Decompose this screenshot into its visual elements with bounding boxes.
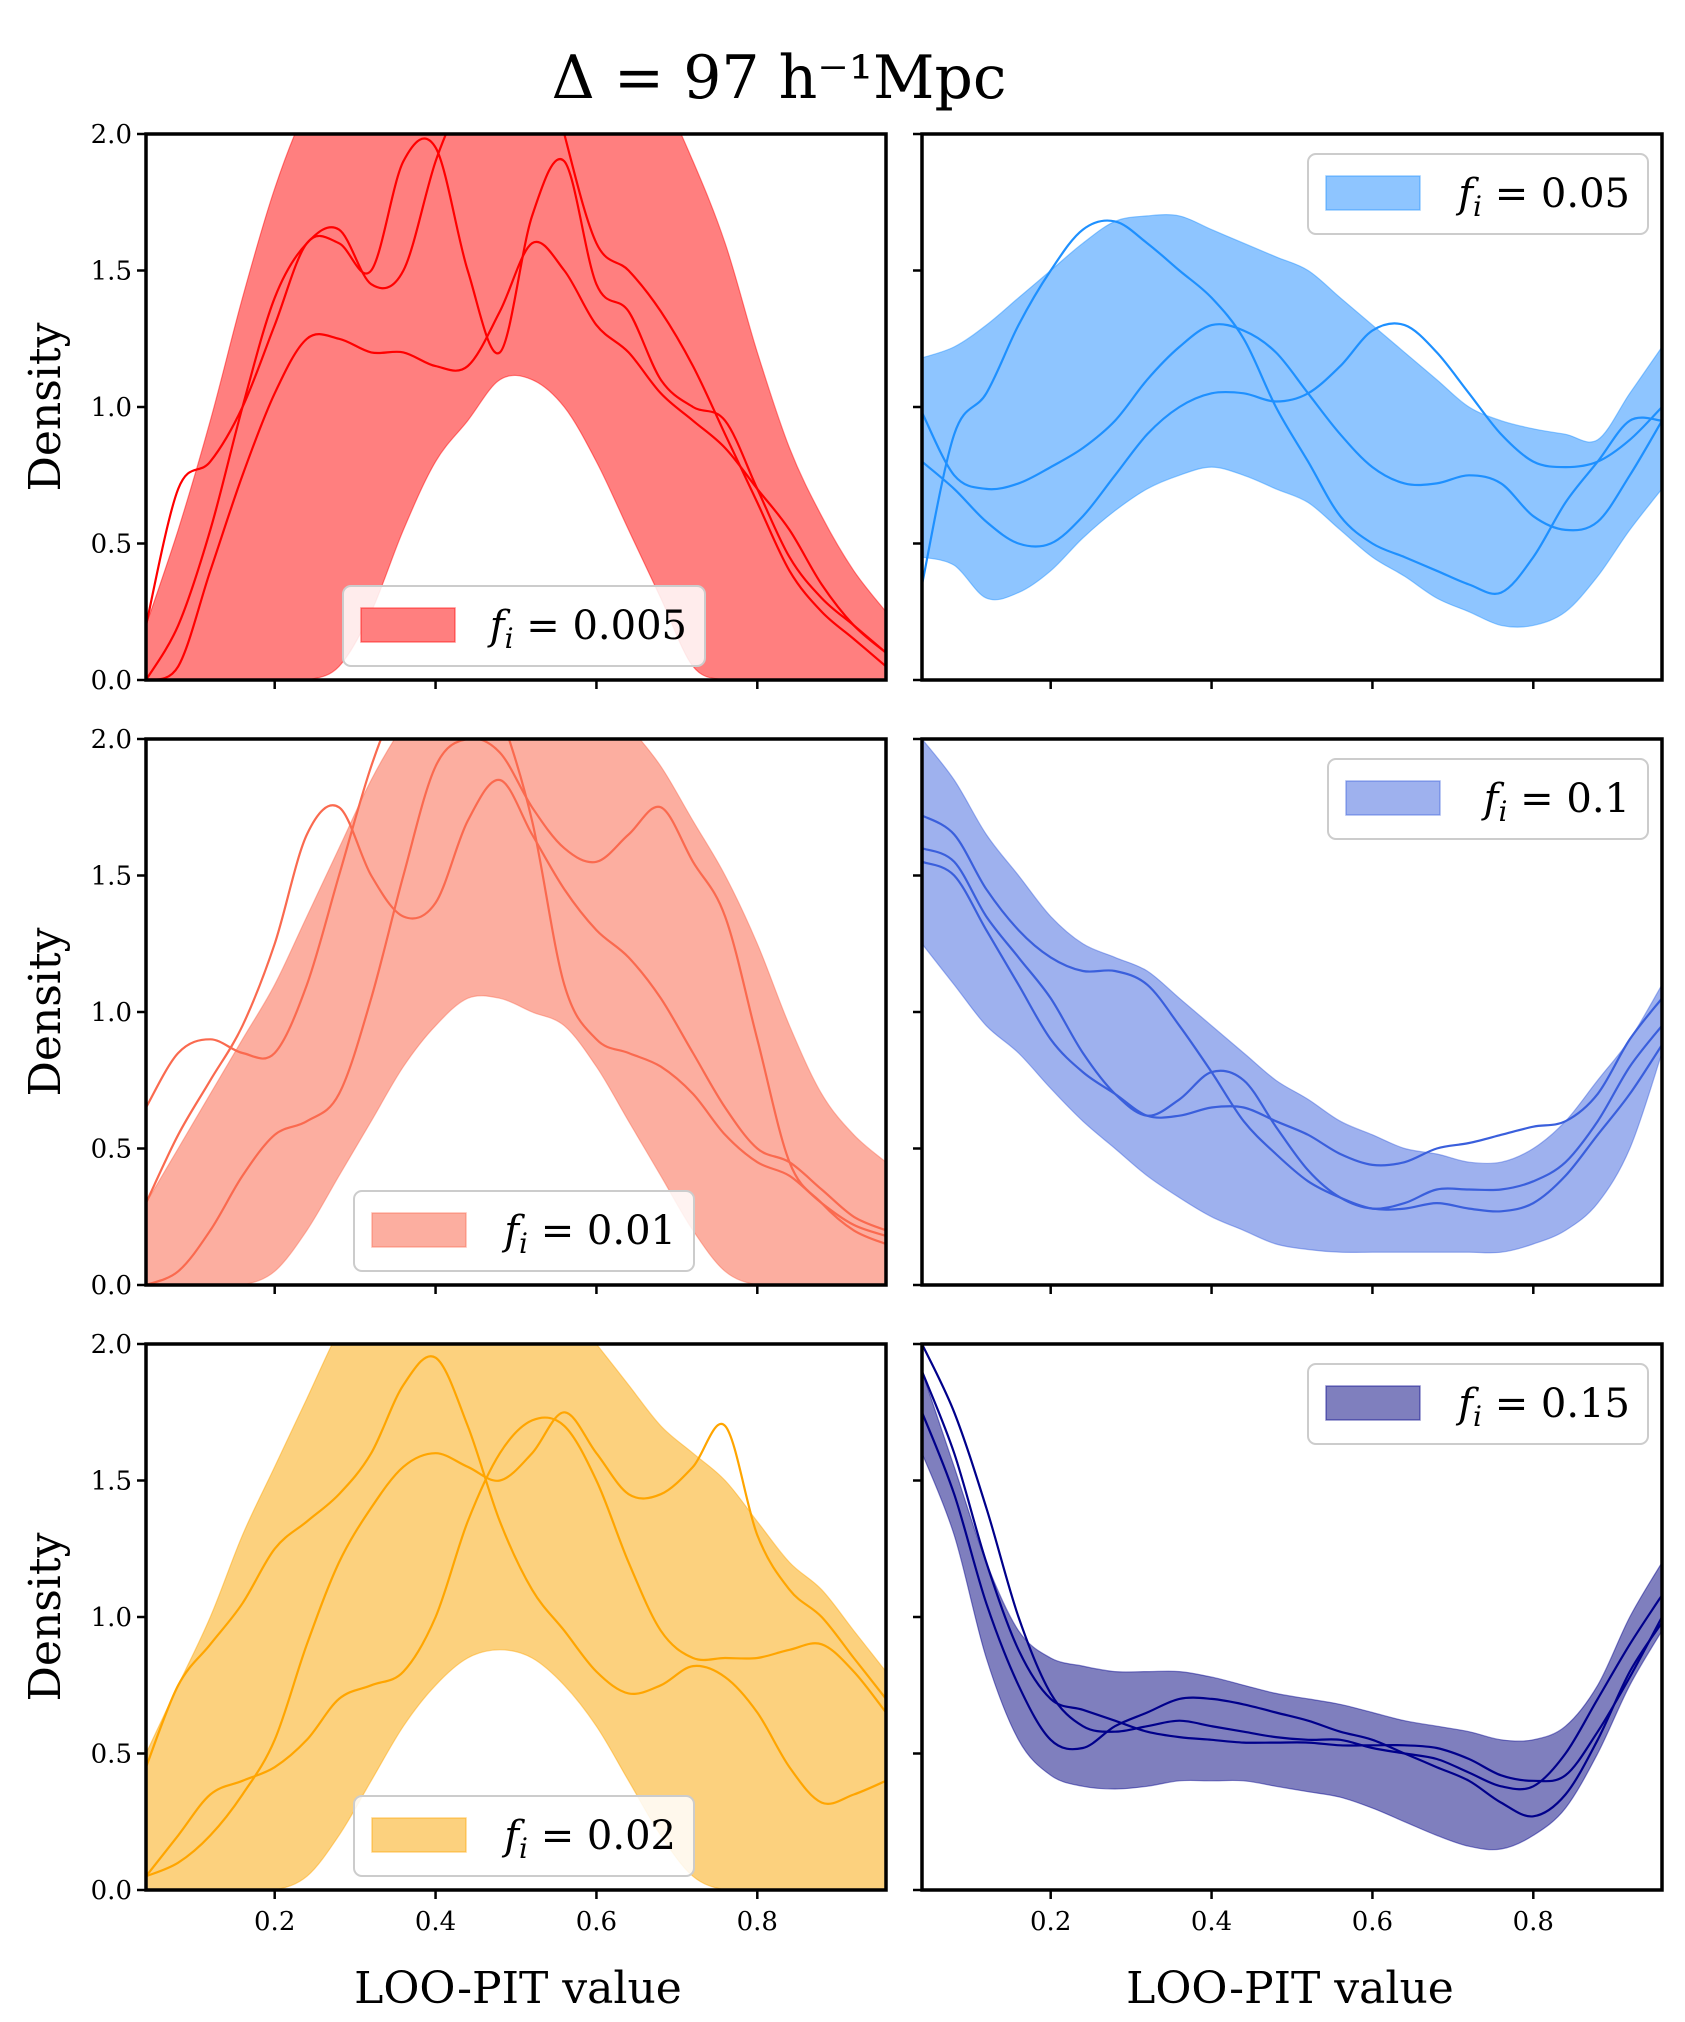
series-line-sample-3 <box>922 860 1662 1167</box>
series-line-sample-1 <box>922 219 1662 595</box>
x-tick-label: 0.4 <box>1191 1907 1232 1937</box>
legend-swatch <box>371 1817 467 1853</box>
series-line-sample-1 <box>922 1344 1662 1791</box>
legend-box <box>342 585 706 667</box>
y-tick-label: 0.5 <box>91 530 132 560</box>
legend-label: fi = 0.1 <box>1481 776 1630 828</box>
y-tick-label: 2.0 <box>91 725 132 755</box>
y-axis-label: Density <box>20 927 71 1096</box>
legend: fi = 0.15 <box>1307 1363 1649 1445</box>
y-tick-label: 1.5 <box>91 1467 132 1497</box>
panel-fi-0.02: 0.0 0.5 1.0 1.5 2.0 0.2 0.4 0.6 0.8 Density fi = 0… <box>20 1330 888 1937</box>
credible-band <box>146 134 886 680</box>
y-tick-label: 2.0 <box>91 120 132 150</box>
legend-swatch <box>371 1212 467 1248</box>
x-tick-label: 0.2 <box>1030 1907 1071 1937</box>
legend-box <box>1307 153 1649 235</box>
panels-grid: 0.0 0.5 1.0 1.5 2.0 Density fi = 0.005 fi = 0.0… <box>20 120 1664 1937</box>
legend-box <box>1307 1363 1649 1445</box>
plot-area <box>146 739 886 1285</box>
y-tick-label: 1.0 <box>91 393 132 423</box>
series-line-sample-1 <box>922 847 1662 1210</box>
x-tick-label: 0.4 <box>415 1907 456 1937</box>
y-tick-label: 0.5 <box>91 1135 132 1165</box>
series-line-sample-2 <box>146 778 886 1232</box>
legend-label: fi = 0.01 <box>501 1208 676 1260</box>
legend: fi = 0.05 <box>1307 153 1649 235</box>
panel-fi-0.005: 0.0 0.5 1.0 1.5 2.0 Density fi = 0.005 <box>20 120 888 696</box>
x-tick-label: 0.6 <box>1352 1907 1393 1937</box>
y-tick-label: 0.0 <box>91 1271 132 1301</box>
series-line-sample-1 <box>146 739 886 1237</box>
series-line-sample-2 <box>922 1411 1662 1818</box>
legend-box <box>353 1190 695 1272</box>
y-tick-label: 1.5 <box>91 862 132 892</box>
x-axis-label-left: LOO-PIT value <box>354 1963 682 2014</box>
legend: fi = 0.02 <box>353 1795 695 1877</box>
legend-box <box>353 1795 695 1877</box>
series-line-sample-2 <box>922 814 1662 1213</box>
x-tick-label: 0.8 <box>1513 1907 1554 1937</box>
series-line-sample-3 <box>146 1416 886 1877</box>
figure-title: Δ = 97 h⁻¹Mpc <box>552 43 1007 113</box>
legend-swatch <box>1325 175 1421 211</box>
panel-fi-0.15: 0.2 0.4 0.6 0.8 fi = 0.15 <box>913 1342 1664 1937</box>
legend-swatch <box>360 607 456 643</box>
legend-label: fi = 0.05 <box>1455 171 1630 223</box>
legend-label: fi = 0.02 <box>501 1813 676 1865</box>
y-tick-label: 1.0 <box>91 1603 132 1633</box>
series-line-sample-2 <box>146 1411 886 1878</box>
panel-fi-0.01: 0.0 0.5 1.0 1.5 2.0 Density fi = 0.01 <box>20 725 888 1301</box>
plot-area <box>146 1344 886 1890</box>
y-tick-label: 0.5 <box>91 1740 132 1770</box>
series-line-sample-3 <box>922 1370 1662 1783</box>
y-tick-label: 0.0 <box>91 1876 132 1906</box>
y-tick-label: 1.0 <box>91 998 132 1028</box>
y-tick-label: 0.0 <box>91 666 132 696</box>
y-axis-label: Density <box>20 1532 71 1701</box>
legend-box <box>1327 758 1649 840</box>
y-tick-label: 1.5 <box>91 257 132 287</box>
series-line-sample-2 <box>922 323 1662 532</box>
panel-fi-0.05: fi = 0.05 <box>913 132 1664 689</box>
legend-label: fi = 0.15 <box>1455 1381 1630 1433</box>
series-line-sample-2 <box>146 134 886 680</box>
legend-swatch <box>1325 1385 1421 1421</box>
plot-area <box>146 134 886 680</box>
credible-band <box>922 214 1662 628</box>
series-line-sample-1 <box>146 137 886 654</box>
x-tick-label: 0.6 <box>576 1907 617 1937</box>
legend: fi = 0.1 <box>1327 758 1649 840</box>
legend-swatch <box>1345 780 1441 816</box>
legend-label: fi = 0.005 <box>487 603 687 655</box>
x-tick-label: 0.2 <box>254 1907 295 1937</box>
series-line-sample-3 <box>922 322 1662 548</box>
series-line-sample-3 <box>146 739 886 1285</box>
series-line-sample-3 <box>146 240 886 680</box>
x-tick-label: 0.8 <box>737 1907 778 1937</box>
x-axis-label-right: LOO-PIT value <box>1126 1963 1454 2014</box>
panel-fi-0.1: fi = 0.1 <box>913 737 1664 1294</box>
plot-area <box>922 214 1662 628</box>
legend: fi = 0.005 <box>342 585 706 667</box>
y-axis-label: Density <box>20 322 71 491</box>
legend: fi = 0.01 <box>353 1190 695 1272</box>
y-tick-label: 2.0 <box>91 1330 132 1360</box>
series-line-sample-1 <box>146 1355 886 1805</box>
credible-band <box>146 1344 886 1890</box>
